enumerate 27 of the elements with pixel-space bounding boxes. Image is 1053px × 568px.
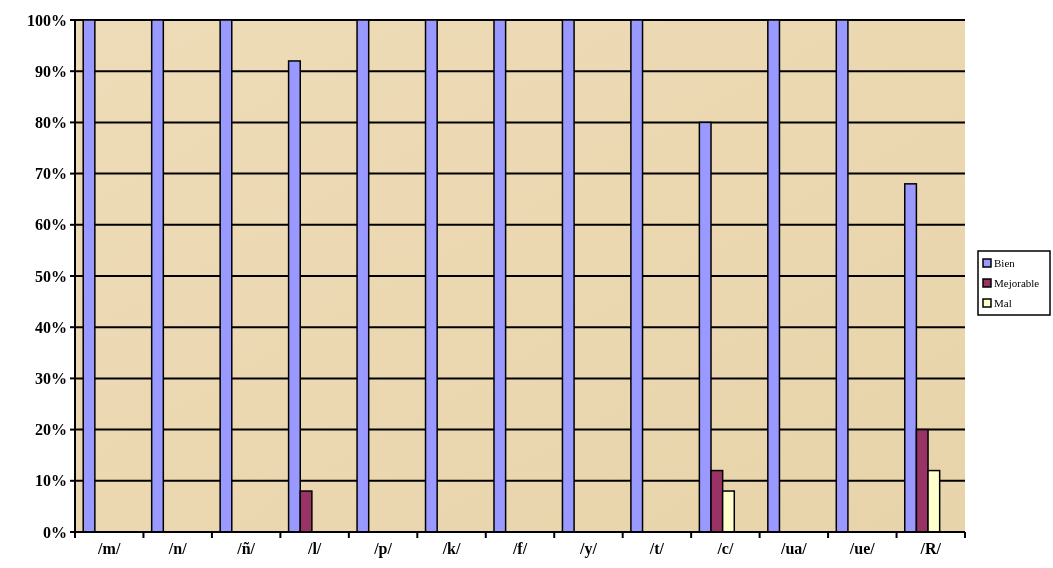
y-tick-label: 80%: [35, 114, 67, 131]
x-tick-label: /ñ/: [236, 540, 256, 557]
y-tick-label: 70%: [35, 165, 67, 183]
y-tick-label: 10%: [35, 472, 67, 490]
x-tick-label: /k/: [441, 540, 461, 557]
y-tick-label: 20%: [35, 421, 67, 439]
y-tick-label: 100%: [27, 11, 67, 29]
x-tick-label: /ue/: [848, 540, 876, 557]
x-tick-label: /ua/: [779, 540, 808, 557]
x-tick-label: /c/: [716, 540, 734, 557]
x-tick-label: /p/: [373, 540, 393, 558]
x-tick-label: /t/: [648, 540, 665, 557]
y-tick-label: 30%: [35, 370, 67, 387]
y-tick-label: 50%: [35, 267, 67, 285]
x-tick-label: /l/: [306, 540, 322, 557]
legend-label: Mal: [994, 296, 1012, 309]
y-tick-label: 40%: [35, 318, 67, 336]
x-tick-label: /f/: [511, 540, 528, 557]
x-tick-label: /y/: [579, 540, 598, 558]
y-tick-label: 90%: [35, 62, 67, 80]
y-tick-label: 0%: [43, 523, 67, 541]
y-tick-label: 60%: [35, 216, 67, 234]
x-tick-label: /m/: [97, 540, 121, 557]
legend-label: Bien: [994, 256, 1016, 269]
legend-label: Mejorable: [994, 276, 1040, 289]
x-tick-label: /R/: [919, 540, 942, 557]
x-tick-label: /n/: [167, 540, 188, 557]
